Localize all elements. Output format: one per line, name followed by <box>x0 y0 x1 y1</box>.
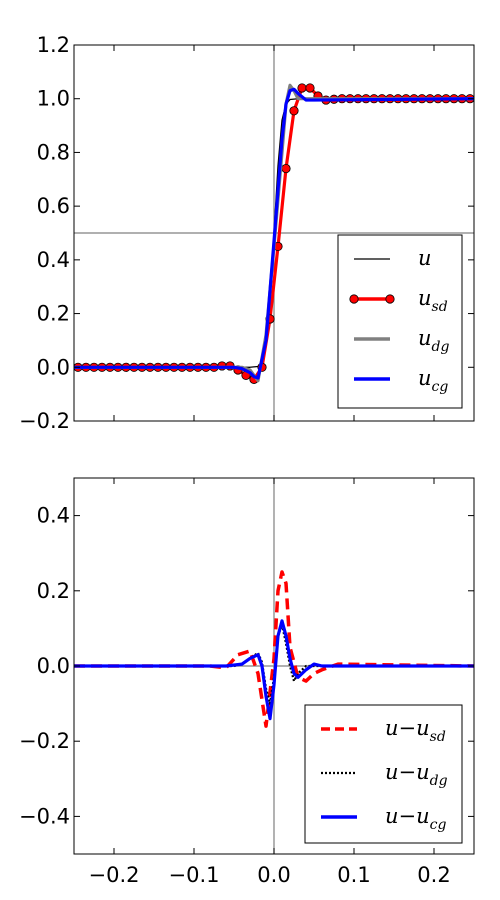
series-marker <box>297 83 307 93</box>
top-axis-ticks: −0.2 0.0 0.2 0.4 0.6 0.8 1.0 1.2 <box>19 33 474 433</box>
x-tick-label: 0.2 <box>417 863 450 887</box>
top-plot-area <box>74 45 474 421</box>
series-marker <box>305 83 315 93</box>
y-tick-label: −0.2 <box>19 729 70 753</box>
series-marker <box>289 106 299 116</box>
y-tick-label: −0.2 <box>19 409 70 433</box>
y-tick-label: 1.2 <box>37 33 70 57</box>
series-marker <box>281 163 291 174</box>
y-tick-label: 0.0 <box>37 355 70 379</box>
bottom-axis-ticks: −0.4 −0.2 0.0 0.2 0.4 −0.2 −0.1 0.0 0.1 0.2 <box>19 478 474 887</box>
legend-label: u <box>418 246 432 270</box>
legend-marker <box>349 294 359 304</box>
y-tick-label: 0.8 <box>37 140 70 164</box>
top-chart-panel: −0.2 0.0 0.2 0.4 0.6 0.8 1.0 1.2 u usd udg ucg <box>19 33 475 433</box>
legend-label: ucg <box>418 366 448 395</box>
y-tick-label: 0.6 <box>37 194 70 218</box>
y-tick-label: −0.4 <box>19 804 70 828</box>
y-tick-label: 0.4 <box>37 504 70 528</box>
legend-label: u−usd <box>385 716 446 745</box>
x-tick-label: −0.1 <box>169 863 220 887</box>
legend-label: udg <box>418 326 449 355</box>
legend-label: usd <box>418 286 448 315</box>
series-line-u-u-dg <box>74 623 474 705</box>
y-tick-label: 0.4 <box>37 248 70 272</box>
top-legend: u usd udg ucg <box>337 234 463 409</box>
x-tick-label: 0.1 <box>337 863 370 887</box>
legend-marker <box>385 294 395 304</box>
legend-label: u−udg <box>385 760 448 789</box>
legend-label: u−ucg <box>385 804 446 833</box>
y-tick-label: 1.0 <box>37 87 70 111</box>
y-tick-label: 0.2 <box>37 579 70 603</box>
y-tick-label: 0.2 <box>37 302 70 326</box>
y-tick-label: 0.0 <box>37 654 70 678</box>
x-tick-label: −0.2 <box>89 863 140 887</box>
bottom-legend: u−usd u−udg u−ucg <box>304 704 463 844</box>
x-tick-label: 0.0 <box>257 863 290 887</box>
bottom-chart-panel: −0.4 −0.2 0.0 0.2 0.4 −0.2 −0.1 0.0 0.1 0.2 u−usd… <box>19 477 475 887</box>
series-line-u-cg <box>74 87 474 380</box>
series-line-u-u-cg <box>74 619 474 721</box>
bottom-plot-area <box>74 478 474 854</box>
legend-box <box>304 704 463 844</box>
